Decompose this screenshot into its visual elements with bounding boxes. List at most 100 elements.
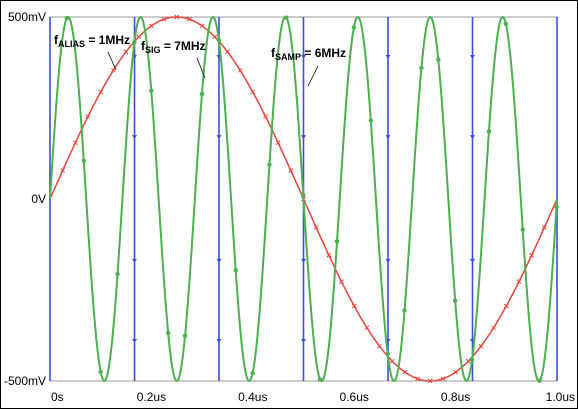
signal-series-point-11	[250, 370, 255, 376]
alias-series-point-34	[491, 325, 496, 331]
sample-clock-marker-4-2	[385, 258, 391, 263]
signal-series-point-5	[149, 88, 154, 93]
annotation-leader-0	[107, 51, 117, 71]
signal-series-point-29	[554, 204, 559, 210]
signal-series-point-2	[98, 369, 103, 375]
alias-series-point-21	[326, 252, 332, 258]
annotation-label-2: fSAMP = 6MHz	[271, 46, 346, 62]
sample-clock-marker-4-0	[385, 55, 391, 60]
signal-series-point-22	[436, 57, 441, 62]
alias-series-point-31	[453, 369, 458, 375]
signal-series-point-23	[452, 298, 458, 303]
signal-series-point-27	[520, 227, 525, 232]
sample-clock-marker-3-1	[301, 135, 306, 140]
alias-series-point-24	[364, 325, 370, 331]
y-tick-label-2: -500mV	[4, 374, 46, 388]
x-tick-label-1: 0.2us	[137, 390, 166, 404]
signal-series-point-0	[64, 15, 70, 21]
signal-series-point-19	[385, 351, 390, 357]
alias-series-point-18	[288, 168, 294, 173]
sample-clock-marker-1-3	[132, 338, 138, 343]
annotation-label-1: fSIG = 7MHz	[141, 39, 206, 55]
axis-ticks: 0s 0.2us 0.4us 0.6us 0.8us 1.0us 500mV 0V -500mV	[4, 10, 575, 404]
signal-series	[49, 15, 559, 383]
alias-series-point-2	[85, 114, 91, 119]
signal-series-point-24	[469, 357, 475, 363]
y-tick-label-1: 0V	[31, 192, 46, 206]
signal-series-point-25	[486, 129, 492, 134]
alias-series-point-25	[377, 343, 382, 349]
alias-series-point-15	[250, 89, 256, 95]
alias-series-point-22	[339, 279, 344, 284]
annotation-leader-1	[196, 57, 206, 79]
sample-clock-marker-2-3	[216, 338, 222, 343]
signal-series-point-26	[503, 21, 509, 27]
alias-series-point-0	[60, 168, 66, 173]
signal-series-point-20	[402, 308, 407, 313]
alias-series-point-33	[478, 343, 484, 349]
alias-series-point-36	[516, 279, 522, 284]
x-tick-label-3: 0.6us	[340, 390, 369, 404]
alias-series-point-29	[427, 378, 433, 384]
annotation-leader-2	[307, 65, 319, 87]
alias-series-point-28	[415, 376, 420, 382]
alias-series-point-6	[136, 34, 142, 40]
signal-series-point-4	[132, 39, 137, 45]
x-tick-label-2: 0.4us	[238, 390, 267, 404]
alias-series-point-35	[503, 303, 509, 309]
alias-series-point-1	[72, 140, 78, 146]
signal-series-point-17	[351, 25, 357, 30]
alias-series-point-7	[149, 23, 154, 29]
signal-series-point-1	[81, 158, 86, 163]
alias-series-point-10	[187, 16, 192, 22]
sample-clock-marker-5-2	[469, 258, 475, 263]
alias-series-point-11	[199, 23, 205, 29]
signal-series-point-15	[317, 377, 323, 382]
alias-series-point-12	[212, 34, 218, 40]
signal-series-point-8	[199, 91, 205, 97]
alias-series-point-38	[541, 225, 547, 230]
signal-series-point-14	[301, 192, 306, 198]
sample-clock-marker-2-1	[216, 135, 222, 140]
alias-series-point-3	[98, 89, 104, 95]
signal-series-point-3	[115, 271, 120, 277]
alias-series-point-20	[313, 225, 319, 230]
signal-series-point-6	[165, 330, 171, 336]
alias-series-point-17	[275, 140, 281, 146]
sample-clock-marker-4-1	[385, 135, 391, 140]
alias-series-point-16	[263, 114, 268, 119]
signal-series-point-21	[419, 65, 424, 70]
signal-series-point-12	[267, 162, 272, 167]
signal-series-point-28	[537, 378, 542, 383]
x-tick-label-4: 0.8us	[441, 390, 470, 404]
x-tick-label-0: 0s	[51, 390, 64, 404]
sample-clock-marker-1-1	[132, 135, 138, 140]
alias-series-point-13	[225, 49, 230, 55]
annotations: fALIAS = 1MHz fSIG = 7MHz fSAMP = 6MHz	[54, 33, 346, 87]
sample-clock-marker-2-2	[216, 258, 222, 263]
signal-series-point-16	[334, 239, 340, 244]
signal-series-point-9	[216, 37, 222, 43]
signal-series-point-7	[182, 333, 188, 338]
alias-series-point-5	[123, 49, 129, 55]
signal-series-point-13	[284, 15, 289, 20]
alias-series-point-30	[440, 376, 446, 382]
sample-clock-marker-5-1	[469, 135, 475, 140]
alias-series-point-32	[465, 358, 471, 364]
sample-clock-marker-3-0	[301, 55, 306, 60]
x-tick-label-5: 1.0us	[546, 390, 575, 404]
sample-clock-marker-5-0	[469, 55, 475, 60]
sample-clock-marker-3-2	[301, 258, 306, 263]
alias-series-point-9	[174, 14, 180, 20]
alias-series-point-27	[402, 369, 408, 375]
sample-clock-marker-3-3	[301, 338, 306, 343]
alias-series-point-26	[389, 358, 395, 364]
alias-series-point-4	[111, 67, 116, 73]
alias-series-point-37	[529, 252, 535, 258]
sample-clock-marker-1-2	[132, 258, 138, 263]
alias-series-point-8	[161, 16, 167, 22]
signal-series-point-10	[233, 268, 238, 273]
alias-series-point-14	[237, 67, 243, 73]
alias-series-point-23	[351, 303, 357, 309]
